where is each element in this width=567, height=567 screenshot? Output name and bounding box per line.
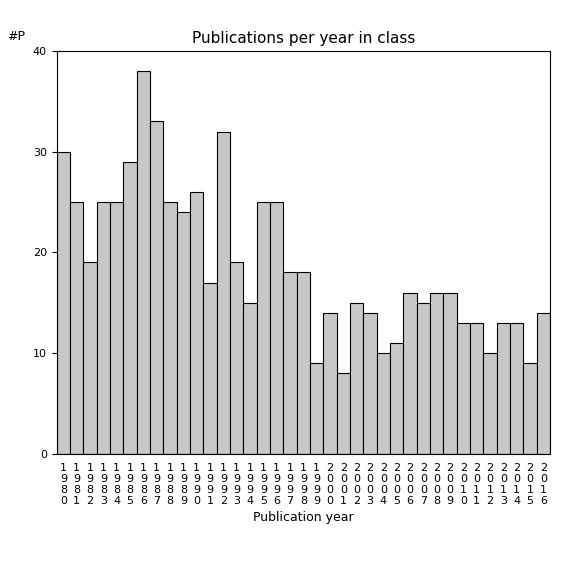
Bar <box>163 202 177 454</box>
Bar <box>483 353 497 454</box>
Bar <box>70 202 83 454</box>
Bar <box>456 323 470 454</box>
X-axis label: Publication year: Publication year <box>253 511 354 524</box>
Bar <box>57 151 70 454</box>
Bar <box>497 323 510 454</box>
Bar <box>337 373 350 454</box>
Bar <box>536 312 550 454</box>
Bar <box>297 272 310 454</box>
Bar <box>83 263 97 454</box>
Bar <box>284 272 297 454</box>
Title: Publications per year in class: Publications per year in class <box>192 31 415 46</box>
Bar <box>376 353 390 454</box>
Bar <box>403 293 417 454</box>
Bar <box>137 71 150 454</box>
Bar <box>257 202 270 454</box>
Bar <box>97 202 110 454</box>
Bar <box>523 363 536 454</box>
Bar <box>204 282 217 454</box>
Bar <box>363 312 376 454</box>
Bar <box>110 202 124 454</box>
Bar <box>124 162 137 454</box>
Bar <box>177 212 190 454</box>
Bar <box>243 303 257 454</box>
Bar <box>230 263 243 454</box>
Bar <box>417 303 430 454</box>
Bar <box>390 343 403 454</box>
Bar <box>270 202 284 454</box>
Bar <box>430 293 443 454</box>
Bar <box>190 192 204 454</box>
Bar <box>350 303 363 454</box>
Text: #P: #P <box>7 30 26 43</box>
Bar <box>323 312 337 454</box>
Bar <box>510 323 523 454</box>
Bar <box>443 293 456 454</box>
Bar <box>310 363 323 454</box>
Bar <box>217 132 230 454</box>
Bar <box>150 121 163 454</box>
Bar <box>470 323 483 454</box>
